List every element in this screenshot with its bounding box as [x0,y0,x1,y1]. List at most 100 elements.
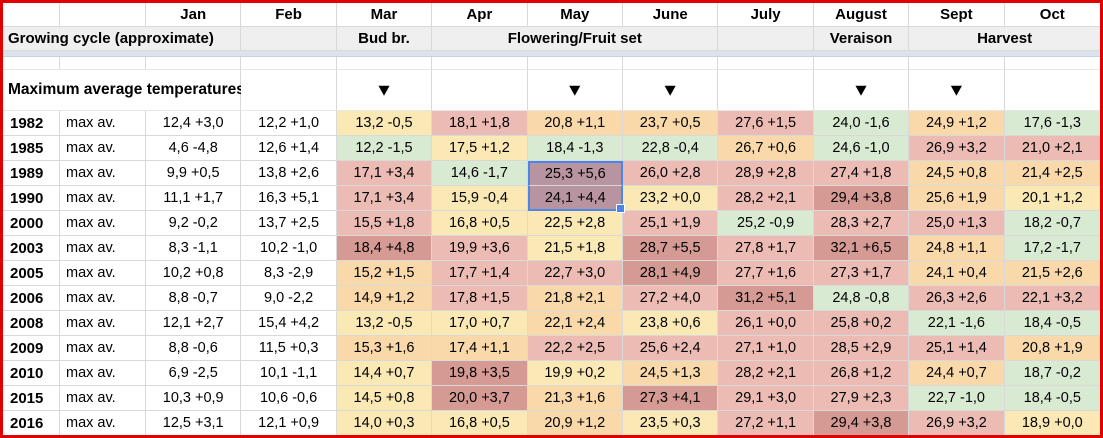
cell-1990-july[interactable]: 28,2 +2,1 [718,186,814,211]
cell-1982-july[interactable]: 27,6 +1,5 [718,111,814,136]
cell-2000-july[interactable]: 25,2 -0,9 [718,211,814,236]
year-cell-2006[interactable]: 2006 [3,286,60,311]
cell-2015-oct[interactable]: 18,4 -0,5 [1004,386,1100,411]
cell-2016-mar[interactable]: 14,0 +0,3 [336,411,433,435]
cell-2003-august[interactable]: 32,1 +6,5 [813,236,910,261]
cell-1985-august[interactable]: 24,6 -1,0 [813,136,910,161]
cell-1985-mar[interactable]: 12,2 -1,5 [336,136,433,161]
stage-veraison[interactable]: Veraison [813,27,910,51]
max-av-label-cell[interactable]: max av. [60,411,146,435]
max-av-label-cell[interactable]: max av. [60,236,146,261]
max-av-label-cell[interactable]: max av. [60,211,146,236]
max-av-label-cell[interactable]: max av. [60,186,146,211]
cell-2009-jan[interactable]: 8,8 -0,6 [146,336,242,361]
selection-fill-handle[interactable] [616,204,625,213]
cell-2003-june[interactable]: 28,7 +5,5 [623,236,719,261]
cell-2003-feb[interactable]: 10,2 -1,0 [241,236,337,261]
cell-2003-apr[interactable]: 19,9 +3,6 [432,236,528,261]
cell-2006-oct[interactable]: 22,1 +3,2 [1004,286,1100,311]
cycle-feb-empty[interactable] [241,27,337,51]
cell-2016-august[interactable]: 29,4 +3,8 [813,411,910,435]
cell-2008-july[interactable]: 26,1 +0,0 [718,311,814,336]
col-header-jan[interactable]: Jan [146,3,242,27]
year-cell-1990[interactable]: 1990 [3,186,60,211]
cell-1990-may[interactable]: 24,1 +4,4 [527,186,625,213]
year-cell-2016[interactable]: 2016 [3,411,60,435]
cell-2009-apr[interactable]: 17,4 +1,1 [432,336,528,361]
cell-2008-jan[interactable]: 12,1 +2,7 [146,311,242,336]
cell-2016-may[interactable]: 20,9 +1,2 [527,411,623,435]
col-header-may[interactable]: May [527,3,623,27]
cell-2006-july[interactable]: 31,2 +5,1 [718,286,814,311]
col-header-mar[interactable]: Mar [336,3,433,27]
cell-1982-oct[interactable]: 17,6 -1,3 [1004,111,1100,136]
cell-2010-jan[interactable]: 6,9 -2,5 [146,361,242,386]
year-cell-2009[interactable]: 2009 [3,336,60,361]
cell-1985-july[interactable]: 26,7 +0,6 [718,136,814,161]
cell-2005-mar[interactable]: 15,2 +1,5 [336,261,433,286]
col-header-apr[interactable]: Apr [432,3,528,27]
stage-harvest[interactable]: Harvest [909,27,1100,51]
cell-2009-june[interactable]: 25,6 +2,4 [623,336,719,361]
cycle-july-empty[interactable] [718,27,814,51]
cell-2005-oct[interactable]: 21,5 +2,6 [1004,261,1100,286]
col-header-june[interactable]: June [623,3,719,27]
max-av-label-cell[interactable]: max av. [60,261,146,286]
cell-1982-sept[interactable]: 24,9 +1,2 [909,111,1005,136]
empty-marker-cell[interactable] [432,70,528,111]
cell-1982-apr[interactable]: 18,1 +1,8 [432,111,528,136]
cell-2009-feb[interactable]: 11,5 +0,3 [241,336,337,361]
cell-1989-july[interactable]: 28,9 +2,8 [718,161,814,186]
cell-2000-jan[interactable]: 9,2 -0,2 [146,211,242,236]
cell-2015-july[interactable]: 29,1 +3,0 [718,386,814,411]
cell-1990-sept[interactable]: 25,6 +1,9 [909,186,1005,211]
stage-marker-cell-may[interactable]: ▼ [527,70,623,111]
cell-2003-mar[interactable]: 18,4 +4,8 [336,236,433,261]
empty-marker-cell[interactable] [241,70,337,111]
year-cell-2003[interactable]: 2003 [3,236,60,261]
cell-1989-june[interactable]: 26,0 +2,8 [623,161,719,186]
cell-1989-august[interactable]: 27,4 +1,8 [813,161,910,186]
cell-2005-may[interactable]: 22,7 +3,0 [527,261,623,286]
cell-2008-mar[interactable]: 13,2 -0,5 [336,311,433,336]
cell-2016-feb[interactable]: 12,1 +0,9 [241,411,337,435]
cell-1989-feb[interactable]: 13,8 +2,6 [241,161,337,186]
max-av-label-cell[interactable]: max av. [60,286,146,311]
cell-1985-june[interactable]: 22,8 -0,4 [623,136,719,161]
cell-2015-august[interactable]: 27,9 +2,3 [813,386,910,411]
col-header-feb[interactable]: Feb [241,3,337,27]
cell-1982-mar[interactable]: 13,2 -0,5 [336,111,433,136]
cell-1985-jan[interactable]: 4,6 -4,8 [146,136,242,161]
cell-2003-may[interactable]: 21,5 +1,8 [527,236,623,261]
max-av-label-cell[interactable]: max av. [60,336,146,361]
corner-label-header[interactable] [60,3,146,27]
cell-2010-june[interactable]: 24,5 +1,3 [623,361,719,386]
year-cell-2008[interactable]: 2008 [3,311,60,336]
cell-2006-jan[interactable]: 8,8 -0,7 [146,286,242,311]
cell-2016-june[interactable]: 23,5 +0,3 [623,411,719,435]
year-cell-2000[interactable]: 2000 [3,211,60,236]
cell-2000-mar[interactable]: 15,5 +1,8 [336,211,433,236]
year-cell-1985[interactable]: 1985 [3,136,60,161]
stage-bud-break[interactable]: Bud br. [336,27,433,51]
cell-2016-july[interactable]: 27,2 +1,1 [718,411,814,435]
cell-2006-mar[interactable]: 14,9 +1,2 [336,286,433,311]
cell-2015-mar[interactable]: 14,5 +0,8 [336,386,433,411]
cell-2005-feb[interactable]: 8,3 -2,9 [241,261,337,286]
col-header-sept[interactable]: Sept [909,3,1005,27]
max-av-label-cell[interactable]: max av. [60,111,146,136]
cell-1985-feb[interactable]: 12,6 +1,4 [241,136,337,161]
empty-marker-cell[interactable] [718,70,814,111]
cell-1982-may[interactable]: 20,8 +1,1 [527,111,623,136]
cell-2010-mar[interactable]: 14,4 +0,7 [336,361,433,386]
cell-2006-apr[interactable]: 17,8 +1,5 [432,286,528,311]
cell-1989-mar[interactable]: 17,1 +3,4 [336,161,433,186]
cell-2016-sept[interactable]: 26,9 +3,2 [909,411,1005,435]
cell-2003-jan[interactable]: 8,3 -1,1 [146,236,242,261]
cell-2009-oct[interactable]: 20,8 +1,9 [1004,336,1100,361]
cell-2003-july[interactable]: 27,8 +1,7 [718,236,814,261]
cell-2008-august[interactable]: 25,8 +0,2 [813,311,910,336]
cell-1985-may[interactable]: 18,4 -1,3 [527,136,623,161]
col-header-july[interactable]: July [718,3,814,27]
cell-1989-apr[interactable]: 14,6 -1,7 [432,161,528,186]
